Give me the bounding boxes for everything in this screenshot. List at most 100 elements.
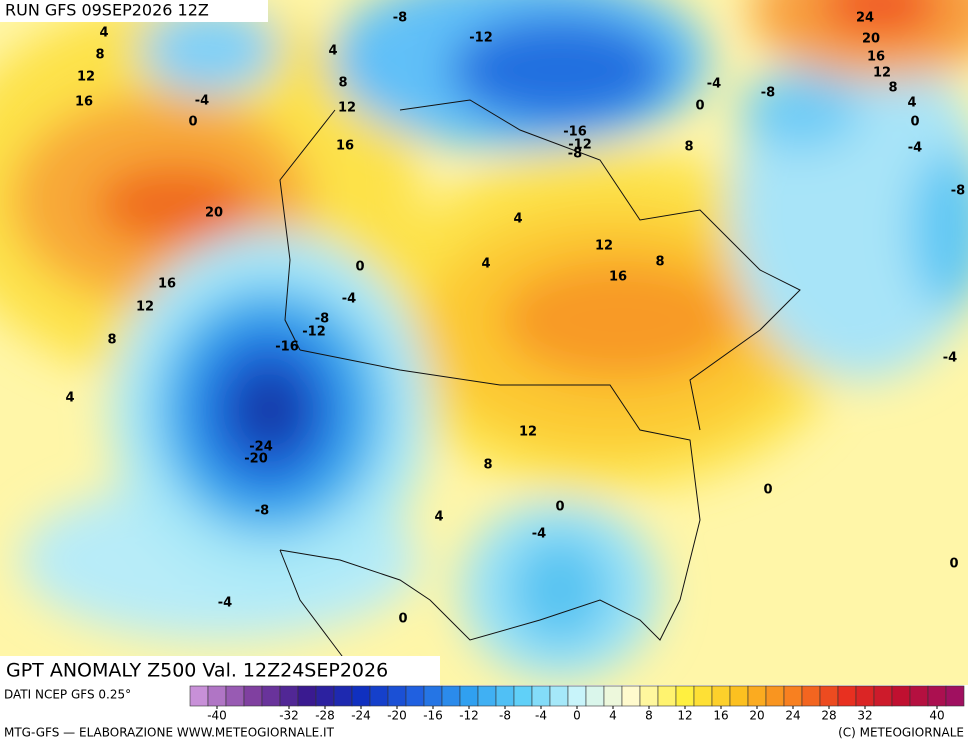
colorbar-box xyxy=(585,685,605,707)
colorbar-box xyxy=(279,685,299,707)
colorbar-box xyxy=(819,685,839,707)
colorbar-tick-label: -4 xyxy=(535,709,547,723)
contour-label: 12 xyxy=(595,239,613,254)
colorbar-tick-label: -12 xyxy=(459,709,479,723)
colorbar-box xyxy=(549,685,569,707)
run-label: RUN GFS 09SEP2026 12Z xyxy=(5,1,209,20)
contour-label: -12 xyxy=(469,31,493,46)
map-field xyxy=(0,0,968,685)
colorbar-box xyxy=(783,685,803,707)
colorbar-box xyxy=(873,685,893,707)
contour-label: -20 xyxy=(244,452,268,467)
contour-label: -8 xyxy=(951,184,965,199)
colorbar-box xyxy=(369,685,389,707)
colorbar-box xyxy=(351,685,371,707)
colorbar-box xyxy=(801,685,821,707)
colorbar-box xyxy=(315,685,335,707)
contour-label: 12 xyxy=(873,66,891,81)
colorbar-tick-label: 0 xyxy=(573,709,581,723)
colorbar-box xyxy=(333,685,353,707)
colorbar-box xyxy=(765,685,785,707)
colorbar-tick-label: -28 xyxy=(315,709,335,723)
colorbar-box xyxy=(495,685,515,707)
contour-label: 12 xyxy=(136,300,154,315)
colorbar-box xyxy=(675,685,695,707)
colorbar-tick-label: 28 xyxy=(821,709,836,723)
colorbar-box xyxy=(909,685,929,707)
contour-label: -8 xyxy=(315,312,329,327)
colorbar-box xyxy=(243,685,263,707)
colorbar-box xyxy=(639,685,659,707)
colorbar-tick-label: -40 xyxy=(207,709,227,723)
contour-label: 0 xyxy=(555,500,564,515)
colorbar-box xyxy=(693,685,713,707)
colorbar-box xyxy=(423,685,443,707)
colorbar-box xyxy=(621,685,641,707)
colorbar-tick-label: -24 xyxy=(351,709,371,723)
contour-label: -8 xyxy=(393,11,407,26)
colorbar-box xyxy=(531,685,551,707)
contour-label: 20 xyxy=(205,206,223,221)
contour-label: 8 xyxy=(338,76,347,91)
colorbar-box xyxy=(729,685,749,707)
contour-label: 16 xyxy=(867,50,885,65)
colorbar-box xyxy=(387,685,407,707)
colorbar-box xyxy=(945,685,965,707)
colorbar-box xyxy=(189,685,209,707)
colorbar-box xyxy=(207,685,227,707)
contour-label: -4 xyxy=(908,141,922,156)
title-box xyxy=(0,656,440,685)
contour-label: 4 xyxy=(907,96,916,111)
colorbar-tick-label: -20 xyxy=(387,709,407,723)
colorbar-tick-label: -8 xyxy=(499,709,511,723)
colorbar-box xyxy=(603,685,623,707)
contour-label: -4 xyxy=(707,77,721,92)
contour-label: 16 xyxy=(75,95,93,110)
contour-label: 4 xyxy=(434,510,443,525)
contour-label: 8 xyxy=(483,458,492,473)
header-box xyxy=(0,0,268,22)
contour-label: 0 xyxy=(949,557,958,572)
contour-label: 4 xyxy=(99,26,108,41)
contour-label: -4 xyxy=(532,527,546,542)
colorbar-box xyxy=(567,685,587,707)
colorbar-box xyxy=(711,685,731,707)
map-title: GPT ANOMALY Z500 Val. 12Z24SEP2026 xyxy=(6,660,388,682)
contour-label: 8 xyxy=(107,333,116,348)
colorbar-box xyxy=(297,685,317,707)
contour-label: -4 xyxy=(943,351,957,366)
colorbar-box xyxy=(855,685,875,707)
copyright-label: (C) METEOGIORNALE xyxy=(838,726,964,740)
contour-label: 12 xyxy=(519,425,537,440)
colorbar-tick-label: 8 xyxy=(645,709,653,723)
colorbar-tick-label: 4 xyxy=(609,709,617,723)
contour-label: 20 xyxy=(862,32,880,47)
contour-label: 0 xyxy=(910,115,919,130)
colorbar-tick-label: -32 xyxy=(279,709,299,723)
colorbar-box xyxy=(837,685,857,707)
contour-label: 8 xyxy=(95,48,104,63)
contour-label: -16 xyxy=(275,340,299,355)
colorbar-tick-label: 20 xyxy=(749,709,764,723)
contour-label: -4 xyxy=(342,292,356,307)
colorbar-tick-label: 16 xyxy=(713,709,728,723)
contour-label: 4 xyxy=(65,391,74,406)
colorbar-box xyxy=(891,685,911,707)
colorbar-box xyxy=(225,685,245,707)
contour-label: 16 xyxy=(336,139,354,154)
colorbar-box xyxy=(405,685,425,707)
colorbar-tick-label: 32 xyxy=(857,709,872,723)
colorbar-tick-label: 40 xyxy=(929,709,944,723)
contour-label: 8 xyxy=(655,255,664,270)
contour-label: 4 xyxy=(328,44,337,59)
contour-label: 16 xyxy=(158,277,176,292)
contour-label: -4 xyxy=(195,94,209,109)
contour-label: 0 xyxy=(355,260,364,275)
colorbar-box xyxy=(459,685,479,707)
contour-label: -8 xyxy=(255,504,269,519)
colorbar-tick-label: 24 xyxy=(785,709,800,723)
colorbar-box xyxy=(747,685,767,707)
contour-label: 12 xyxy=(338,101,356,116)
contour-label: -4 xyxy=(218,596,232,611)
